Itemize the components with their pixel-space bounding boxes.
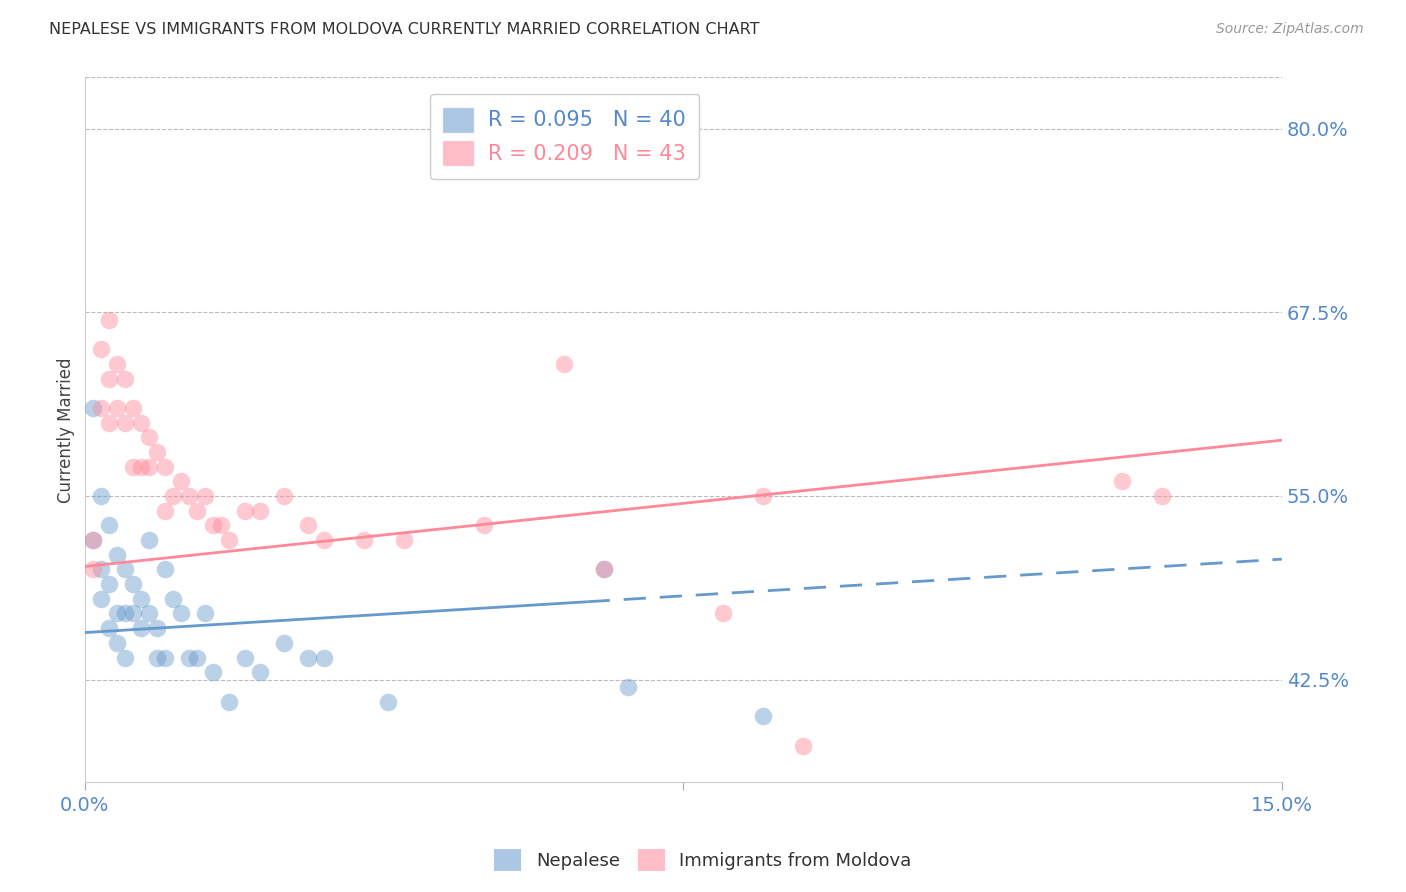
- Point: [121, 577, 143, 591]
- Point: [377, 695, 399, 709]
- Point: [121, 459, 143, 474]
- Point: [90, 401, 112, 415]
- Text: NEPALESE VS IMMIGRANTS FROM MOLDOVA CURRENTLY MARRIED CORRELATION CHART: NEPALESE VS IMMIGRANTS FROM MOLDOVA CURR…: [49, 22, 759, 37]
- Point: [82, 533, 104, 547]
- Point: [138, 607, 160, 621]
- Point: [297, 650, 319, 665]
- Point: [218, 695, 240, 709]
- Y-axis label: Currently Married: Currently Married: [58, 357, 75, 503]
- Point: [273, 489, 295, 503]
- Point: [129, 591, 152, 606]
- Point: [105, 636, 128, 650]
- Point: [273, 636, 295, 650]
- Point: [105, 401, 128, 415]
- Point: [90, 489, 112, 503]
- Point: [145, 650, 167, 665]
- Point: [114, 607, 136, 621]
- Point: [105, 607, 128, 621]
- Point: [82, 533, 104, 547]
- Text: Source: ZipAtlas.com: Source: ZipAtlas.com: [1216, 22, 1364, 37]
- Point: [616, 680, 638, 694]
- Point: [129, 621, 152, 635]
- Point: [186, 504, 208, 518]
- Point: [392, 533, 415, 547]
- Point: [792, 739, 814, 753]
- Point: [177, 650, 200, 665]
- Point: [105, 357, 128, 371]
- Point: [711, 607, 734, 621]
- Point: [162, 489, 184, 503]
- Point: [233, 504, 256, 518]
- Point: [201, 665, 224, 680]
- Point: [162, 591, 184, 606]
- Point: [90, 342, 112, 356]
- Point: [592, 562, 614, 576]
- Point: [145, 445, 167, 459]
- Point: [105, 548, 128, 562]
- Point: [177, 489, 200, 503]
- Point: [97, 518, 120, 533]
- Point: [170, 607, 193, 621]
- Point: [114, 371, 136, 385]
- Point: [209, 518, 232, 533]
- Point: [82, 562, 104, 576]
- Point: [138, 430, 160, 444]
- Point: [297, 518, 319, 533]
- Point: [138, 459, 160, 474]
- Point: [194, 607, 217, 621]
- Point: [90, 562, 112, 576]
- Point: [249, 504, 271, 518]
- Point: [97, 577, 120, 591]
- Point: [194, 489, 217, 503]
- Point: [153, 459, 176, 474]
- Point: [170, 475, 193, 489]
- Point: [82, 401, 104, 415]
- Point: [233, 650, 256, 665]
- Point: [129, 459, 152, 474]
- Point: [114, 416, 136, 430]
- Point: [97, 621, 120, 635]
- Point: [592, 562, 614, 576]
- Point: [114, 650, 136, 665]
- Point: [153, 504, 176, 518]
- Point: [114, 562, 136, 576]
- Point: [752, 489, 775, 503]
- Point: [1111, 475, 1133, 489]
- Point: [97, 371, 120, 385]
- Point: [186, 650, 208, 665]
- Point: [553, 357, 575, 371]
- Point: [314, 533, 336, 547]
- Point: [218, 533, 240, 547]
- Legend: R = 0.095   N = 40, R = 0.209   N = 43: R = 0.095 N = 40, R = 0.209 N = 43: [430, 95, 699, 178]
- Point: [138, 533, 160, 547]
- Point: [90, 591, 112, 606]
- Point: [121, 607, 143, 621]
- Point: [145, 621, 167, 635]
- Point: [314, 650, 336, 665]
- Point: [153, 650, 176, 665]
- Point: [752, 709, 775, 723]
- Point: [1152, 489, 1174, 503]
- Point: [353, 533, 375, 547]
- Point: [201, 518, 224, 533]
- Point: [97, 312, 120, 326]
- Point: [153, 562, 176, 576]
- Point: [472, 518, 495, 533]
- Point: [249, 665, 271, 680]
- Point: [129, 416, 152, 430]
- Point: [97, 416, 120, 430]
- Legend: Nepalese, Immigrants from Moldova: Nepalese, Immigrants from Moldova: [486, 842, 920, 879]
- Point: [121, 401, 143, 415]
